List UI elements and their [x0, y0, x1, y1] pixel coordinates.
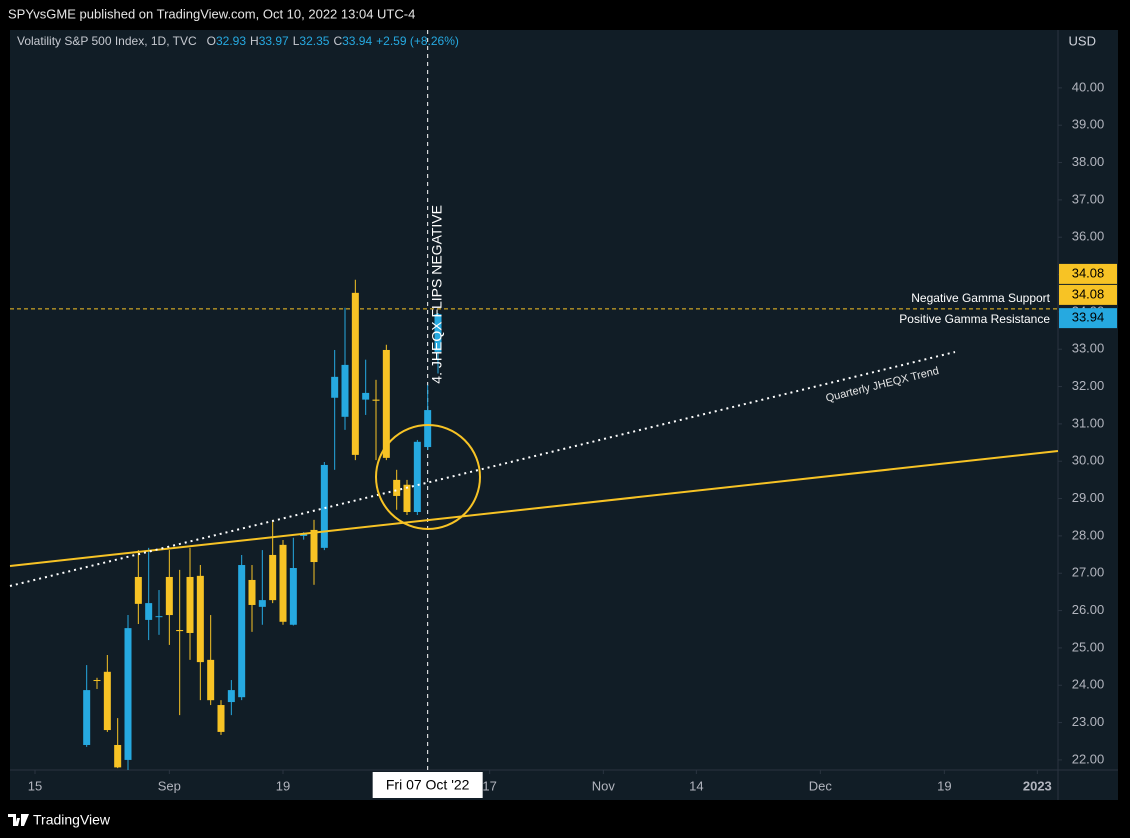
series-title: Volatility S&P 500 Index, 1D, TVC — [17, 34, 197, 48]
y-tick-label: 39.00 — [1072, 117, 1105, 132]
candle-body — [186, 576, 194, 633]
candle-body — [269, 554, 277, 601]
y-tick-label: 27.00 — [1072, 565, 1105, 580]
publisher: SPYvsGME published on TradingView.com, O… — [8, 6, 415, 21]
candle-body — [196, 575, 204, 663]
candle-body — [248, 579, 256, 605]
ohlc-value: 32.35 — [299, 34, 329, 48]
x-tick-label: 15 — [28, 778, 42, 793]
candle-body — [393, 479, 401, 496]
candle-body — [103, 671, 111, 731]
y-tick-label: 25.00 — [1072, 639, 1105, 654]
candle-body — [227, 690, 235, 703]
candle-body — [114, 744, 122, 768]
vertical-marker-label: 4. JHEQX FLIPS NEGATIVE — [428, 205, 444, 384]
candle-body — [382, 349, 390, 458]
candle-body — [145, 603, 153, 620]
logo — [8, 814, 29, 826]
ohlc-letter: H — [250, 34, 259, 48]
crosshair-label: Fri 07 Oct '22 — [386, 777, 470, 793]
candle-body — [124, 628, 132, 760]
plot-background — [10, 30, 1118, 800]
candle-body — [300, 534, 308, 536]
y-tick-label: 31.00 — [1072, 415, 1105, 430]
crosshair-box — [372, 772, 483, 798]
change: +2.59 (+8.26%) — [376, 34, 459, 48]
currency: USD — [1069, 33, 1096, 48]
candle-body — [331, 376, 339, 398]
footer-brand: TradingView — [33, 812, 111, 828]
support-trendline — [9, 450, 1059, 567]
y-tick-label: 33.00 — [1072, 341, 1105, 356]
candle-body — [134, 576, 142, 604]
highlight-circle — [375, 424, 481, 530]
y-tick-label: 29.00 — [1072, 490, 1105, 505]
y-tick-label: 22.00 — [1072, 751, 1105, 766]
jheqx-trendline — [9, 351, 956, 587]
ohlc-value: 33.97 — [259, 34, 289, 48]
candle-body — [258, 600, 266, 607]
candle-body — [176, 629, 184, 632]
candle-body — [424, 410, 432, 448]
candle-body — [217, 705, 225, 732]
x-tick-label: 17 — [482, 778, 496, 793]
level-price-label-box — [1059, 284, 1117, 305]
ohlc-value: 32.93 — [216, 34, 246, 48]
candle-body — [207, 659, 215, 701]
candle-body — [341, 364, 349, 417]
y-tick-label: 38.00 — [1072, 154, 1105, 169]
candle-body — [279, 544, 287, 622]
candle-body — [434, 314, 442, 352]
y-tick-label: 37.00 — [1072, 191, 1105, 206]
level-price-label: 34.08 — [1072, 265, 1105, 280]
level-price-label-box — [1059, 263, 1117, 284]
series-title: Volatility S&P 500 Index, 1D, TVC O32.93 H… — [17, 34, 459, 48]
candle-body — [362, 392, 370, 400]
x-tick-label: 19 — [937, 778, 951, 793]
level-price-label: 34.08 — [1072, 286, 1105, 301]
x-tick-label: 19 — [276, 778, 290, 793]
candle-body — [413, 441, 421, 513]
x-tick-label: Dec — [809, 778, 833, 793]
x-tick-label: Sep — [158, 778, 181, 793]
y-tick-label: 24.00 — [1072, 677, 1105, 692]
candle-body — [93, 680, 101, 682]
footer-bar — [0, 800, 1130, 838]
x-tick-label: 14 — [689, 778, 703, 793]
y-tick-label: 30.00 — [1072, 453, 1105, 468]
x-tick-label: 2023 — [1023, 778, 1052, 793]
y-tick-label: 36.00 — [1072, 229, 1105, 244]
last-price-label-box — [1059, 308, 1117, 329]
legend: Volatility S&P 500 Index, 1D, TVC O32.93 H… — [17, 34, 459, 48]
y-tick-label: 23.00 — [1072, 714, 1105, 729]
y-tick-label: 40.00 — [1072, 79, 1105, 94]
y-tick-label: 32.00 — [1072, 378, 1105, 393]
candle-body — [165, 576, 173, 616]
candle-body — [403, 484, 411, 513]
candle-body — [238, 565, 246, 698]
candle-body — [310, 529, 318, 563]
candle-body — [289, 568, 297, 625]
level-name: Negative Gamma Support — [911, 291, 1050, 305]
y-tick-label: 28.00 — [1072, 527, 1105, 542]
last-price-label: 33.94 — [1072, 310, 1105, 325]
x-tick-label: Nov — [592, 778, 616, 793]
y-tick-label: 26.00 — [1072, 602, 1105, 617]
ohlc-value: 33.94 — [342, 34, 372, 48]
ohlc-letter: C — [333, 34, 342, 48]
candle-body — [155, 616, 163, 618]
candle-body — [83, 690, 91, 745]
candle-body — [372, 399, 380, 401]
ohlc-letter: O — [207, 34, 216, 48]
plot — [10, 30, 1058, 770]
candle-body — [351, 292, 359, 455]
candle-body — [320, 464, 328, 548]
ohlc-letter: L — [293, 34, 300, 48]
last-price-name: Positive Gamma Resistance — [899, 312, 1050, 326]
